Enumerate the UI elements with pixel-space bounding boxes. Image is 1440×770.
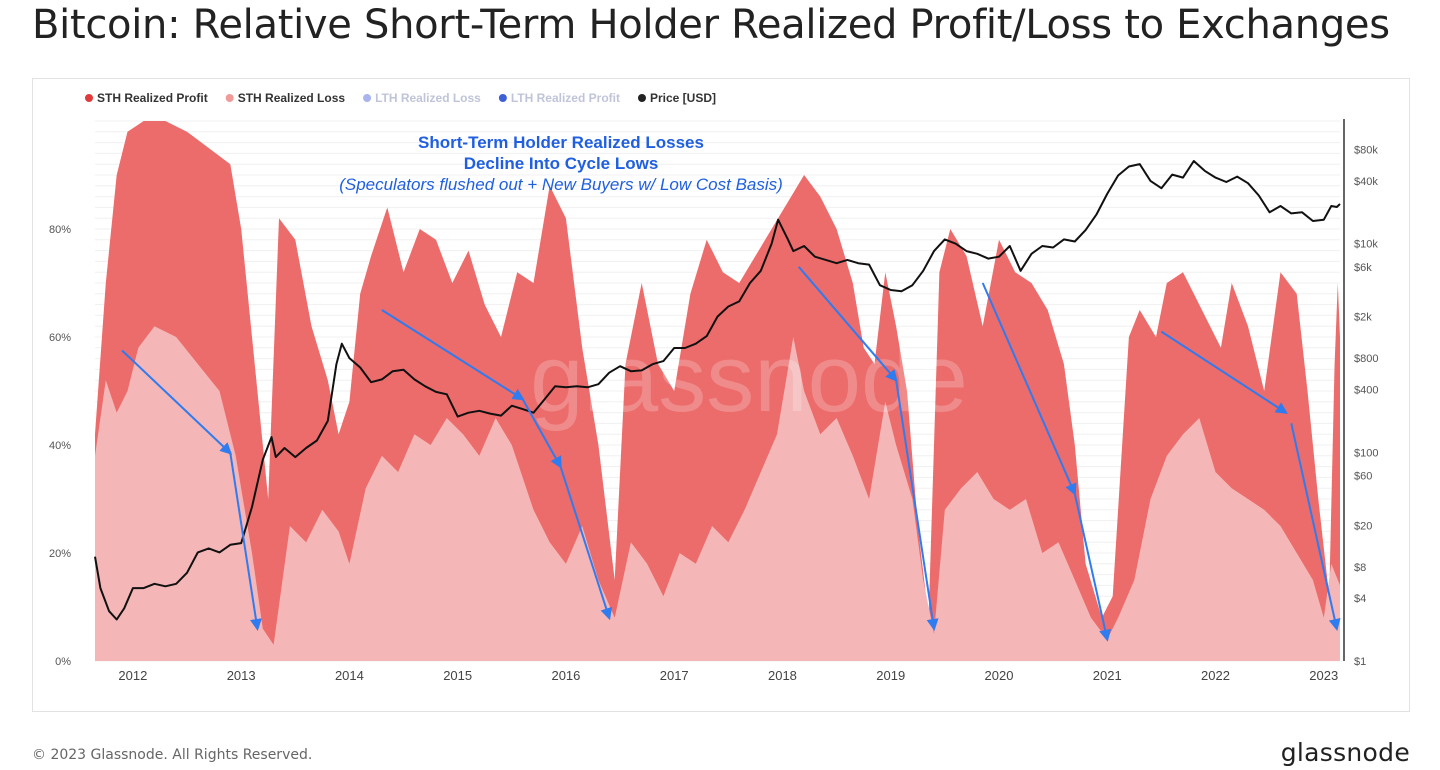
annotation-arrow [1073,493,1112,642]
legend-label: STH Realized Loss [238,91,346,105]
annotation-arrow [381,309,525,401]
annotation-arrow [797,266,898,383]
x-tick-label: 2017 [660,668,689,683]
annotation: Short-Term Holder Realized Losses Declin… [339,133,783,194]
footer-copyright: © 2023 Glassnode. All Rights Reserved. [32,747,313,763]
legend-item[interactable]: Price [USD] [637,91,716,105]
y-left-tick-label: 20% [49,548,71,560]
chart-svg: glassnode 0%20%40%60%80%$1$4$8$20$60$100… [49,91,1379,683]
y-right-tick-label: $60 [1354,470,1372,482]
y-right-tick-label: $800 [1354,353,1378,365]
legend-item[interactable]: STH Realized Loss [225,91,346,105]
y-right-tick-label: $20 [1354,520,1372,532]
x-tick-label: 2016 [551,668,580,683]
y-right-tick-label: $8 [1354,562,1366,574]
legend-marker [225,94,234,102]
x-tick-label: 2013 [227,668,256,683]
legend-marker [363,94,372,102]
x-tick-label: 2022 [1201,668,1230,683]
y-right-tick-label: $2k [1354,312,1372,324]
y-left-tick-label: 40% [49,440,71,452]
x-tick-label: 2014 [335,668,364,683]
annotation-arrow [981,282,1077,496]
annotation-arrow [521,398,562,469]
legend-label: LTH Realized Loss [375,91,481,105]
annotation-arrow [559,466,613,621]
y-right-tick-label: $6k [1354,262,1372,274]
y-right-tick-label: $100 [1354,447,1378,459]
axis-layer: 0% 20% 40% 60% 80% $1 $4 $8 $20 $60 $100 $400 $800 $2… [49,119,1378,683]
annotation-arrow [1290,423,1341,631]
annotation-line-3: (Speculators flushed out + New Buyers w/… [339,175,783,194]
legend-marker [498,94,507,102]
page-title: Bitcoin: Relative Short-Term Holder Real… [32,2,1390,48]
series-line-price [94,160,1341,621]
x-tick-label: 2019 [876,668,905,683]
x-tick-label: 2015 [443,668,472,683]
series-area-sth-realized-loss [95,326,1340,661]
legend-item[interactable]: LTH Realized Profit [498,91,620,105]
chart-panel: glassnode 0% 20% 40% 60% 80% $1 $4 $8 $20 $60 $100… [32,78,1410,712]
y-left-tick-label: 0% [55,656,71,668]
x-tick-label: 2021 [1093,668,1122,683]
y-right-tick-label: $80k [1354,144,1378,156]
annotation-arrow [121,349,233,455]
footer-logo: glassnode [1280,738,1410,767]
y-right-tick-label: $1 [1354,656,1366,668]
annotation-line-1: Short-Term Holder Realized Losses [418,133,704,152]
price-layer [94,160,1341,621]
annotation-line-2: Decline Into Cycle Lows [464,154,659,173]
arrow-layer [121,266,1341,642]
legend-marker [85,94,93,102]
annotation-arrow [229,452,262,631]
area-layer [95,121,1340,661]
x-tick-label: 2023 [1309,668,1338,683]
y-right-tick-label: $10k [1354,239,1378,251]
annotation-arrow [895,380,939,631]
annotation-arrow [1160,330,1288,414]
legend-label: Price [USD] [650,91,716,105]
y-right-tick-label: $4 [1354,593,1366,605]
y-right-tick-label: $400 [1354,385,1378,397]
x-tick-label: 2012 [118,668,147,683]
legend-label: LTH Realized Profit [511,91,620,105]
x-tick-label: 2020 [985,668,1014,683]
x-tick-label: 2018 [768,668,797,683]
y-left-tick-label: 60% [49,332,71,344]
legend-label: STH Realized Profit [97,91,208,105]
y-left-tick-label: 80% [49,224,71,236]
y-right-tick-label: $40k [1354,176,1378,188]
legend-item[interactable]: STH Realized Profit [85,91,208,105]
legend: STH Realized Profit STH Realized Loss LTH … [85,91,716,105]
legend-item[interactable]: LTH Realized Loss [363,91,481,105]
legend-marker [637,94,646,102]
